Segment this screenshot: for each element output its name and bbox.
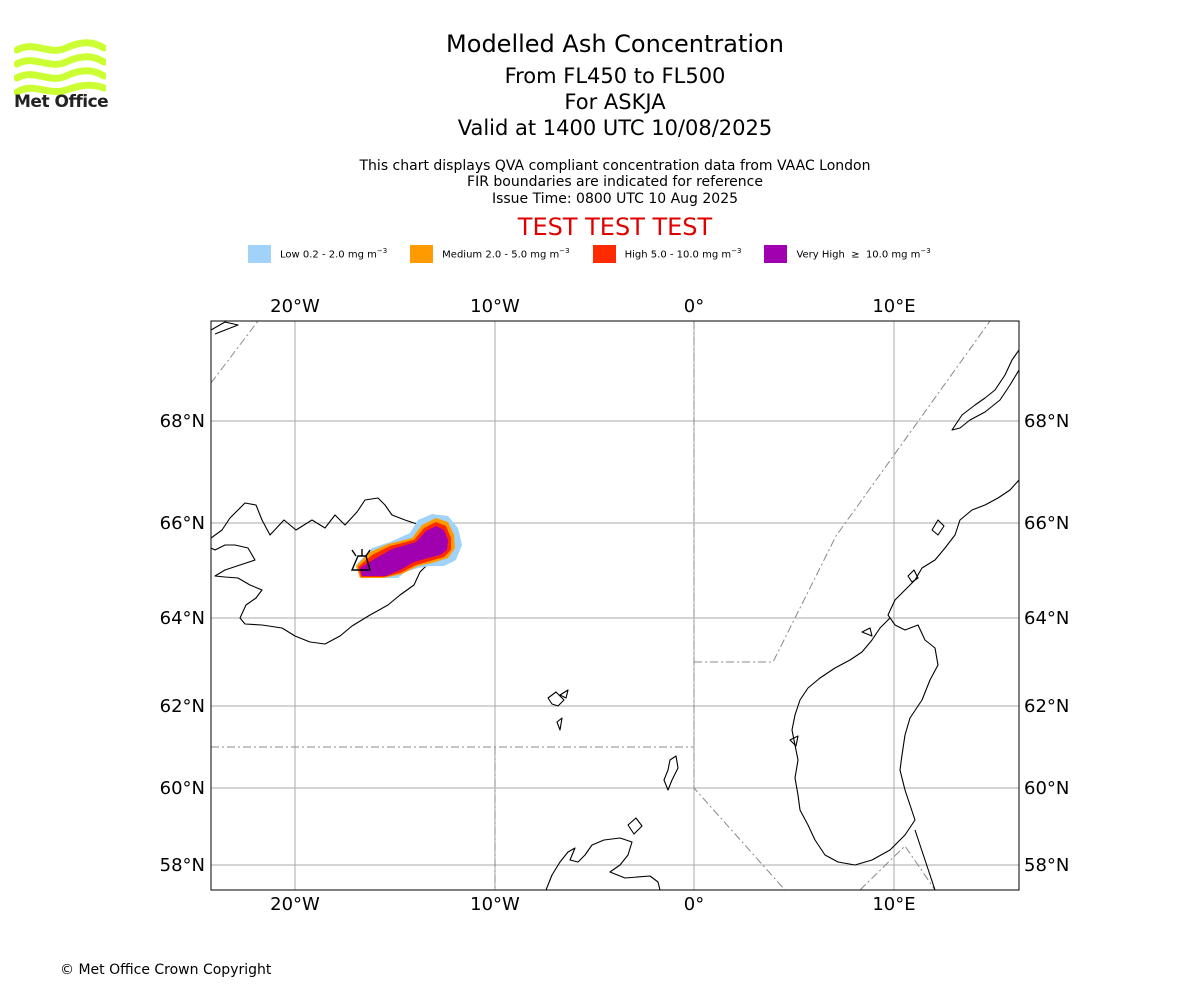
chart-title: Modelled Ash Concentration — [446, 30, 784, 58]
met-office-logo — [14, 39, 106, 96]
lat-labels-left: 68°N 66°N 64°N 62°N 60°N 58°N — [160, 411, 205, 876]
flight-level-range: From FL450 to FL500 — [504, 64, 726, 88]
volcano-name: For ASKJA — [564, 90, 666, 114]
legend-swatch-low — [248, 245, 271, 263]
lon-labels-top: 20°W 10°W 0° 10°E — [270, 296, 915, 317]
legend-item-high: High 5.0 - 10.0 mg m−3 — [592, 245, 741, 263]
lat-label: 58°N — [1024, 855, 1069, 876]
valid-time: Valid at 1400 UTC 10/08/2025 — [457, 116, 773, 140]
legend-swatch-medium — [410, 245, 434, 263]
lon-label: 10°E — [872, 296, 915, 317]
issue-time: Issue Time: 0800 UTC 10 Aug 2025 — [491, 191, 739, 207]
copyright: © Met Office Crown Copyright — [60, 962, 272, 978]
lat-label: 66°N — [160, 513, 205, 534]
legend-label-low: Low 0.2 - 2.0 mg m — [280, 249, 377, 261]
lat-label: 60°N — [160, 778, 205, 799]
legend-item-very-high: Very High ≥ 10.0 mg m−3 — [764, 245, 931, 263]
logo-text: Met Office — [14, 92, 109, 112]
legend-swatch-very-high — [764, 245, 788, 263]
volcano-marker-icon — [350, 549, 371, 571]
legend: Low 0.2 - 2.0 mg m−3 Medium 2.0 - 5.0 mg… — [248, 244, 931, 264]
description-line: This chart displays QVA compliant concen… — [359, 158, 871, 174]
ash-very-high — [360, 526, 448, 576]
lat-label: 68°N — [1024, 411, 1069, 432]
lat-label: 62°N — [160, 696, 205, 717]
lon-label: 0° — [684, 296, 704, 317]
lat-label: 60°N — [1024, 778, 1069, 799]
legend-item-medium: Medium 2.0 - 5.0 mg m−3 — [410, 245, 570, 263]
legend-label-very-high: Very High ≥ 10.0 mg m — [796, 249, 921, 261]
map-frame — [210, 320, 1020, 891]
lon-label: 10°W — [470, 894, 520, 915]
lon-labels-bottom: 20°W 10°W 0° 10°E — [270, 894, 915, 915]
lon-label: 0° — [684, 894, 704, 915]
lat-label: 58°N — [160, 855, 205, 876]
gridlines — [211, 321, 1019, 890]
test-banner: TEST TEST TEST — [517, 213, 713, 241]
lon-label: 10°E — [872, 894, 915, 915]
lon-label: 10°W — [470, 296, 520, 317]
lon-label: 20°W — [270, 296, 320, 317]
lat-label: 66°N — [1024, 513, 1069, 534]
legend-label-high: High 5.0 - 10.0 mg m — [624, 249, 732, 261]
coastlines — [211, 321, 1019, 890]
ash-plume — [356, 514, 462, 578]
fir-boundaries — [211, 321, 991, 890]
legend-swatch-high — [592, 245, 616, 263]
lat-label: 64°N — [160, 608, 205, 629]
legend-item-low: Low 0.2 - 2.0 mg m−3 — [248, 245, 387, 263]
fir-note: FIR boundaries are indicated for referen… — [467, 174, 763, 190]
lat-labels-right: 68°N 66°N 64°N 62°N 60°N 58°N — [1024, 411, 1069, 876]
lat-label: 68°N — [160, 411, 205, 432]
lat-label: 64°N — [1024, 608, 1069, 629]
legend-label-medium: Medium 2.0 - 5.0 mg m — [442, 249, 560, 261]
lat-label: 62°N — [1024, 696, 1069, 717]
lon-label: 20°W — [270, 894, 320, 915]
